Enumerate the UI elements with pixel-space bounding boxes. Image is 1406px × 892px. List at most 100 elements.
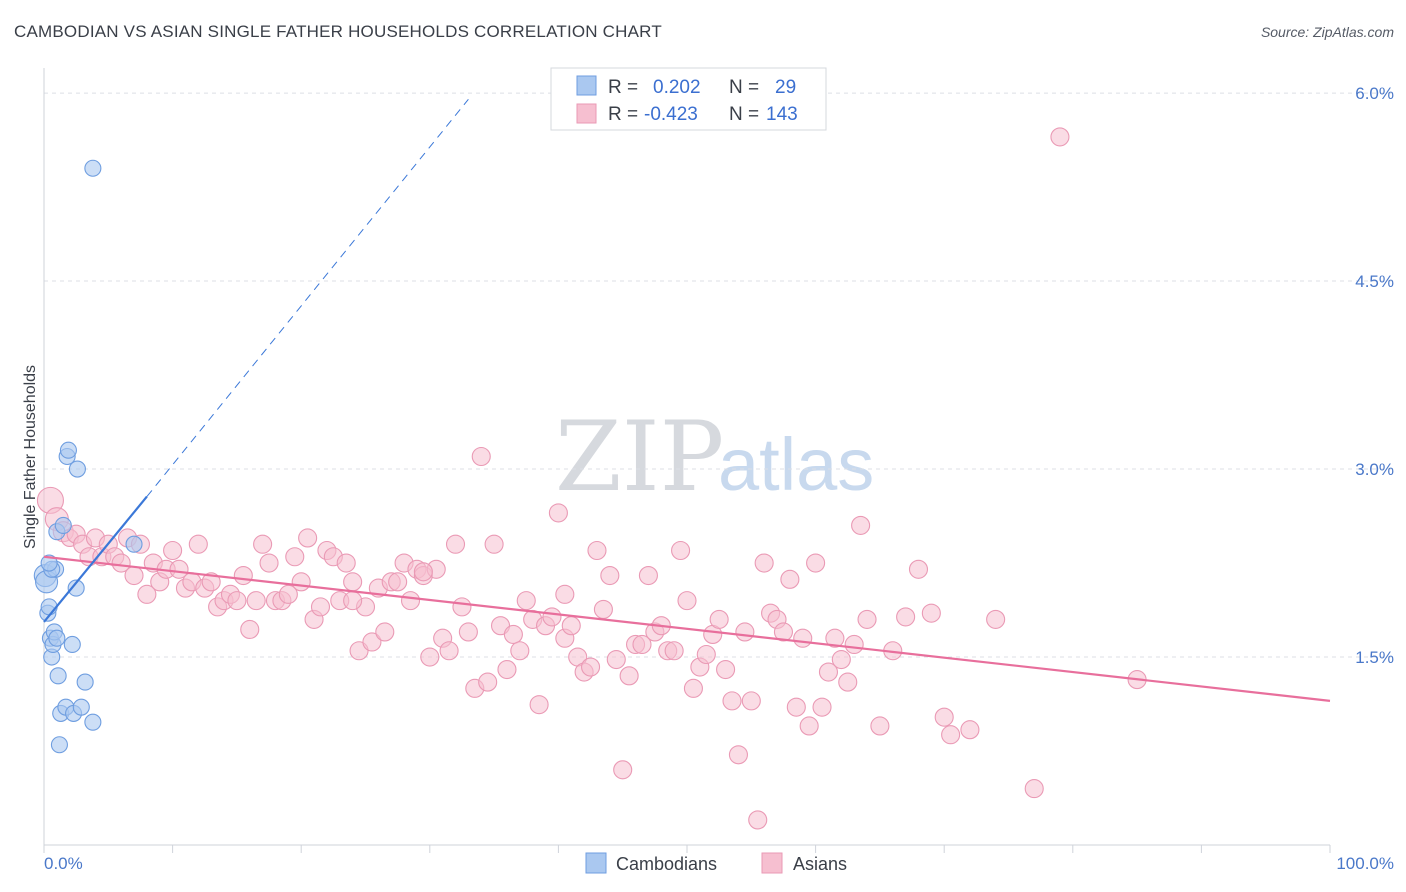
asian-point bbox=[722, 691, 742, 711]
y-axis-label: Single Father Households bbox=[22, 365, 39, 549]
asian-point bbox=[542, 607, 562, 627]
asian-point bbox=[400, 591, 421, 611]
asian-point bbox=[696, 644, 716, 665]
asian-point bbox=[439, 641, 459, 661]
asian-point bbox=[343, 572, 363, 592]
asian-point bbox=[716, 659, 736, 680]
asian-point bbox=[825, 628, 845, 648]
asian-point bbox=[728, 745, 748, 765]
bottom-legend-asian-swatch bbox=[761, 852, 783, 874]
asian-point bbox=[420, 647, 440, 667]
asian-point bbox=[310, 597, 331, 617]
asian-point bbox=[510, 641, 530, 661]
asian-point bbox=[253, 534, 273, 554]
asian-point bbox=[375, 622, 395, 642]
cambodian-point bbox=[48, 629, 66, 647]
asian-point bbox=[478, 672, 498, 692]
asian-point bbox=[908, 559, 929, 579]
asian-point bbox=[298, 528, 318, 548]
asian-point bbox=[941, 725, 961, 745]
asian-point bbox=[587, 540, 607, 561]
bottom-legend-asians: Asians bbox=[793, 854, 847, 874]
asian-point bbox=[445, 534, 466, 554]
asian-point bbox=[831, 649, 851, 670]
x-axis-ticks bbox=[43, 845, 1331, 853]
asian-point bbox=[638, 566, 658, 586]
legend-n-label-1: N = bbox=[729, 77, 759, 98]
asian-point bbox=[786, 697, 806, 717]
asian-point bbox=[600, 566, 620, 586]
asian-point bbox=[683, 678, 703, 698]
asian-point bbox=[896, 607, 916, 627]
asian-point bbox=[362, 632, 382, 652]
asian-point bbox=[812, 697, 832, 717]
cambodian-trend-line bbox=[43, 495, 148, 623]
asian-point bbox=[838, 672, 858, 692]
legend-r-value-1: 0.202 bbox=[653, 77, 701, 98]
bottom-legend-cambodian-swatch bbox=[585, 852, 607, 874]
chart-title: CAMBODIAN VS ASIAN SINGLE FATHER HOUSEHO… bbox=[14, 22, 662, 41]
asian-point bbox=[497, 659, 517, 680]
stats-legend-box bbox=[550, 67, 827, 131]
asian-point bbox=[1024, 779, 1044, 799]
cambodian-point bbox=[84, 713, 102, 731]
x-tick-label-min: 0.0% bbox=[44, 854, 83, 873]
asian-point bbox=[561, 616, 581, 636]
asian-point bbox=[619, 666, 639, 686]
y-axis-tick-labels: 1.5% 3.0% 4.5% 6.0% bbox=[1355, 84, 1394, 667]
bottom-legend-cambodians: Cambodians bbox=[616, 854, 717, 874]
asian-point bbox=[285, 547, 305, 567]
asian-point bbox=[870, 716, 890, 736]
cambodian-legend-swatch bbox=[576, 75, 597, 96]
y-tick-label: 3.0% bbox=[1355, 460, 1394, 479]
x-tick-label-max: 100.0% bbox=[1336, 854, 1394, 873]
cambodian-point bbox=[54, 516, 72, 534]
asian-point bbox=[793, 628, 813, 648]
asian-point bbox=[986, 609, 1006, 629]
cambodian-point bbox=[67, 579, 85, 597]
asian-point bbox=[388, 572, 408, 592]
asian-point bbox=[516, 591, 536, 611]
cambodian-trend-extension bbox=[146, 99, 469, 497]
cambodian-point bbox=[40, 598, 58, 616]
asian-point bbox=[137, 584, 157, 604]
asian-point bbox=[246, 591, 266, 611]
asian-point bbox=[233, 566, 253, 586]
asian-point bbox=[593, 599, 613, 619]
asian-point bbox=[851, 515, 871, 535]
asian-point bbox=[169, 559, 189, 579]
asian-point bbox=[754, 553, 774, 573]
asian-point bbox=[709, 609, 729, 629]
bottom-legend: Cambodians Asians bbox=[585, 852, 847, 874]
asian-point bbox=[484, 534, 504, 554]
cambodian-point bbox=[50, 736, 68, 754]
asian-point bbox=[818, 662, 839, 682]
asian-point bbox=[632, 634, 652, 655]
legend-n-label-2: N = bbox=[729, 104, 759, 125]
asian-point bbox=[664, 641, 684, 661]
asian-point bbox=[773, 622, 794, 642]
watermark-zip: ZIP bbox=[555, 401, 724, 513]
asian-point bbox=[806, 553, 826, 573]
y-tick-label: 1.5% bbox=[1355, 648, 1394, 667]
cambodian-point bbox=[76, 673, 94, 691]
asian-point bbox=[124, 566, 144, 586]
asian-point bbox=[1050, 127, 1070, 147]
asian-point bbox=[259, 553, 279, 573]
asian-point bbox=[163, 540, 183, 561]
source-label: Source: ZipAtlas.com bbox=[1260, 24, 1394, 40]
asian-point bbox=[921, 603, 941, 623]
trend-lines bbox=[43, 99, 1331, 702]
cambodian-point bbox=[59, 441, 77, 459]
cambodian-point bbox=[49, 667, 67, 685]
asian-point bbox=[844, 634, 864, 655]
y-tick-label: 4.5% bbox=[1355, 272, 1394, 291]
asian-point bbox=[780, 569, 800, 589]
cambodian-point bbox=[68, 460, 86, 478]
asian-point bbox=[471, 446, 491, 467]
asian-point bbox=[741, 691, 761, 711]
asian-point bbox=[240, 619, 260, 639]
asian-point bbox=[548, 503, 568, 523]
stats-legend: R = 0.202 N = 29 R = -0.423 N = 143 bbox=[550, 67, 827, 131]
asian-point bbox=[458, 622, 478, 642]
